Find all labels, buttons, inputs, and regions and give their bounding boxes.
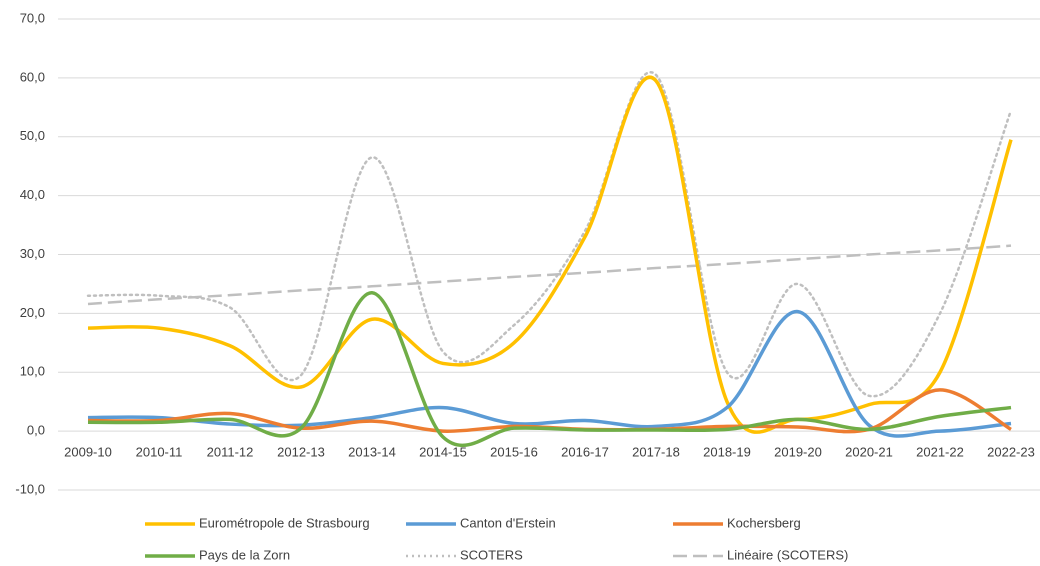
y-tick-label: 10,0 <box>20 364 45 379</box>
x-tick-label: 2016-17 <box>561 444 609 459</box>
legend-label: SCOTERS <box>460 547 523 562</box>
series-line <box>86 71 1013 398</box>
x-tick-label: 2020-21 <box>845 444 893 459</box>
x-tick-label: 2022-23 <box>987 444 1035 459</box>
series-line <box>87 291 1012 448</box>
series-line <box>87 309 1012 438</box>
x-tick-label: 2017-18 <box>632 444 680 459</box>
x-tick-label: 2018-19 <box>703 444 751 459</box>
y-tick-label: 60,0 <box>20 69 45 84</box>
y-tick-label: 40,0 <box>20 187 45 202</box>
x-tick-label: 2013-14 <box>348 444 396 459</box>
y-tick-label: 70,0 <box>20 10 45 25</box>
x-tick-label: 2019-20 <box>774 444 822 459</box>
legend-label: Canton d'Erstein <box>460 515 556 530</box>
x-tick-label: 2014-15 <box>419 444 467 459</box>
legend-label: Pays de la Zorn <box>199 547 290 562</box>
legend-label: Eurométropole de Strasbourg <box>199 515 370 530</box>
x-tick-label: 2012-13 <box>277 444 325 459</box>
series-line <box>87 75 1013 434</box>
legend-label: Kochersberg <box>727 515 801 530</box>
y-tick-label: 20,0 <box>20 305 45 320</box>
x-tick-label: 2011-12 <box>207 444 254 459</box>
y-tick-label: 0,0 <box>27 423 45 438</box>
series-line <box>87 244 1012 306</box>
x-tick-label: 2021-22 <box>916 444 964 459</box>
x-tick-label: 2015-16 <box>490 444 538 459</box>
x-tick-label: 2009-10 <box>64 444 112 459</box>
legend-label: Linéaire (SCOTERS) <box>727 547 848 562</box>
y-tick-label: -10,0 <box>15 481 45 496</box>
x-tick-label: 2010-11 <box>136 444 183 459</box>
y-tick-label: 50,0 <box>20 128 45 143</box>
y-tick-label: 30,0 <box>20 246 45 261</box>
